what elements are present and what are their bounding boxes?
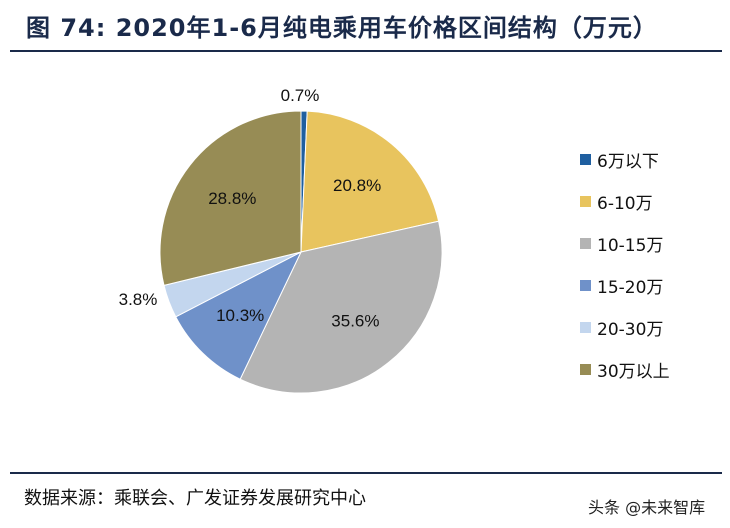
legend-item: 10-15万 [580,222,670,264]
legend-swatch [580,321,591,333]
slice-data-label: 28.8% [208,189,256,208]
title-divider [10,50,722,52]
pie-slice [175,250,303,380]
legend-label: 6万以下 [597,151,659,172]
slice-data-label: 10.3% [216,306,264,325]
pie-slice [159,110,302,286]
legend-swatch [580,237,591,249]
source-note: 数据来源：乘联会、广发证券发展研究中心 [24,488,366,509]
legend-swatch [580,153,591,165]
legend-label: 10-15万 [597,235,664,256]
footer-divider [10,472,722,474]
legend-label: 30万以上 [597,361,670,382]
legend-swatch [580,195,591,207]
legend-item: 6-10万 [580,180,670,222]
legend-item: 15-20万 [580,264,670,306]
slice-data-label: 35.6% [331,311,379,330]
legend-label: 6-10万 [597,193,653,214]
legend-label: 15-20万 [597,277,664,298]
legend-item: 6万以下 [580,138,670,180]
legend: 6万以下 6-10万 10-15万 15-20万 20-30万 30万以上 [580,138,670,390]
legend-label: 20-30万 [597,319,664,340]
pie-slice [239,220,443,394]
legend-swatch [580,279,591,291]
slice-data-label: 3.8% [119,290,158,309]
legend-swatch [580,363,591,375]
pie-slice [300,110,440,253]
legend-item: 30万以上 [580,348,670,390]
legend-item: 20-30万 [580,306,670,348]
watermark: 头条 @未来智库 [588,498,706,517]
chart-title: 图 74: 2020年1-6月纯电乘用车价格区间结构（万元） [26,14,658,42]
slice-data-label: 20.8% [333,176,381,195]
slice-data-label: 0.7% [281,86,320,105]
